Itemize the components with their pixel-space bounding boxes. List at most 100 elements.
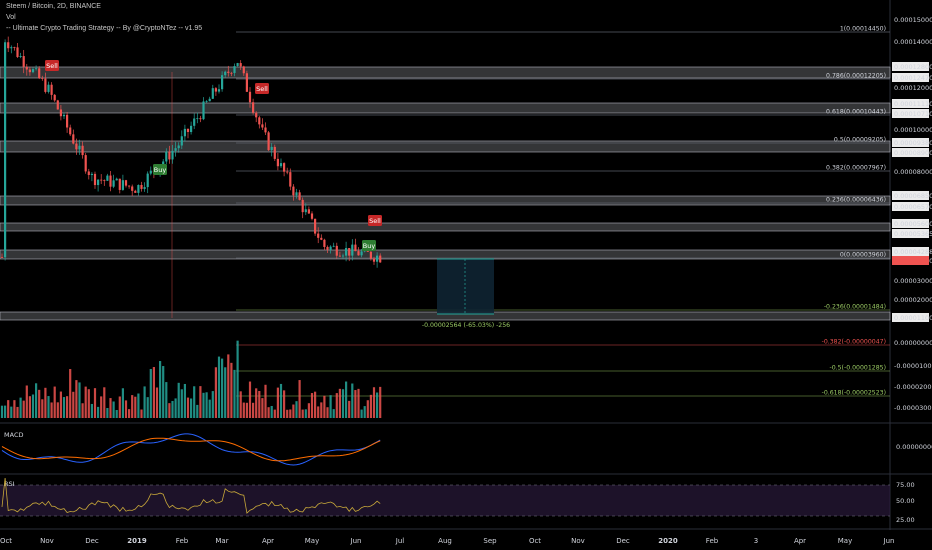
price-axis-label: 0.00009380 <box>894 139 932 147</box>
time-axis-label: 2019 <box>127 537 147 545</box>
price-tag <box>892 247 929 256</box>
candle-body <box>121 180 124 190</box>
volume-bar <box>329 395 332 418</box>
candle-body <box>118 178 121 190</box>
volume-bar <box>270 405 273 418</box>
candle-body <box>270 146 273 151</box>
time-axis-label: Feb <box>706 537 719 545</box>
candle-body <box>245 73 248 92</box>
fib-level-label: -0.5(-0.00001285) <box>829 365 886 372</box>
volume-bar <box>84 386 87 418</box>
time-axis-label: Dec <box>85 537 99 545</box>
candle-body <box>301 199 304 213</box>
candle-body <box>348 248 351 256</box>
time-axis-label: 2020 <box>658 537 678 545</box>
time-axis-label: Feb <box>176 537 189 545</box>
volume-bar <box>62 397 66 418</box>
measure-label: -0.00002564 (-65.03%) -256 <box>422 322 510 329</box>
candle-body <box>59 109 62 117</box>
time-axis-label: Mar <box>215 537 228 545</box>
candle-body <box>7 42 10 49</box>
candle-body <box>279 163 283 167</box>
volume-bar <box>239 391 242 418</box>
volume-bar <box>369 394 372 418</box>
time-axis-label: Aug <box>438 537 452 545</box>
volume-bar <box>0 405 4 418</box>
price-tag <box>892 219 929 228</box>
target-projection-box <box>437 259 494 314</box>
candle-body <box>4 42 7 258</box>
time-axis-label: Apr <box>794 537 806 545</box>
volume-bar <box>357 388 360 418</box>
candle-body <box>78 145 81 150</box>
candle-body <box>131 186 134 191</box>
candle-body <box>211 88 214 99</box>
candle-body <box>304 209 307 213</box>
candle-body <box>146 173 149 188</box>
volume-bar <box>273 409 276 418</box>
volume-bar <box>301 409 304 418</box>
volume-bar <box>152 367 155 418</box>
volume-bar <box>248 381 252 418</box>
volume-bar <box>146 397 149 418</box>
price-axis-label: 0.00012470 <box>894 74 932 82</box>
candle-body <box>183 128 186 137</box>
volume-bar <box>177 382 180 418</box>
volume-bar <box>236 340 239 418</box>
volume-bar <box>348 400 351 418</box>
time-axis-label: Nov <box>40 537 54 545</box>
candle-body <box>180 136 183 146</box>
candle-body <box>115 178 118 181</box>
volume-indicator-label[interactable]: Vol <box>6 14 16 21</box>
candle-body <box>84 155 87 172</box>
volume-bar <box>59 391 62 418</box>
volume-bar <box>366 400 369 418</box>
candle-body <box>190 125 193 132</box>
candle-body <box>202 101 205 120</box>
candle-body <box>28 69 31 73</box>
volume-bar <box>335 393 338 418</box>
candle-body <box>233 66 236 73</box>
volume-bar <box>13 400 16 418</box>
volume-bar <box>376 392 379 418</box>
volume-bar <box>332 409 335 418</box>
candle-body <box>174 148 177 151</box>
candle-body <box>267 132 270 151</box>
volume-bar <box>155 387 159 418</box>
candle-body <box>109 175 112 187</box>
volume-bar <box>165 382 168 418</box>
candle-body <box>326 246 329 250</box>
price-axis-label: 0.00005365 <box>894 230 932 238</box>
price-axis-label: 0.00010000 <box>894 126 932 134</box>
volume-bar <box>190 398 193 418</box>
fib-level-label: 0.5(0.00009205) <box>834 137 886 144</box>
candle-body <box>360 251 363 256</box>
candle-body <box>258 117 261 125</box>
volume-bar <box>323 395 326 418</box>
volume-bar <box>326 407 329 418</box>
time-axis-label: May <box>305 537 319 545</box>
candle-body <box>50 84 53 95</box>
signal-line <box>1 437 381 462</box>
strategy-indicator-label[interactable]: -- Ultimate Crypto Trading Strategy -- B… <box>6 25 203 32</box>
candle-body <box>205 101 208 103</box>
candle-body <box>214 88 217 92</box>
candle-body <box>124 180 128 186</box>
buy-signal-badge <box>362 240 376 251</box>
price-axis-label: 0.00001100 <box>894 314 932 322</box>
candle-body <box>242 66 245 74</box>
candle-body <box>137 184 140 193</box>
time-axis-label: Apr <box>262 537 274 545</box>
candle-body <box>47 84 50 92</box>
volume-bar <box>264 384 267 418</box>
volume-bar <box>267 407 270 418</box>
candle-body <box>69 127 72 135</box>
candle-body <box>193 118 196 126</box>
volume-bar <box>44 387 47 418</box>
price-axis-label: 0.00005600 <box>894 220 932 228</box>
volume-bar <box>230 362 233 418</box>
volume-bar <box>81 403 84 418</box>
price-axis-label: 0.00011110 <box>894 100 932 108</box>
volume-bar <box>174 398 177 418</box>
